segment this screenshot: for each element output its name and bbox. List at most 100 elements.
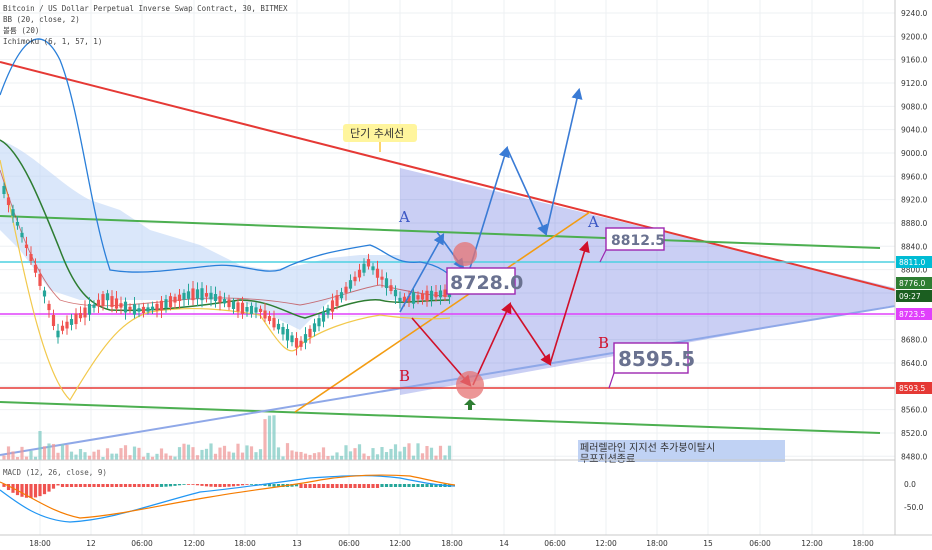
volume-bar (92, 451, 96, 460)
volume-bar (335, 452, 339, 460)
volume-bar (240, 452, 245, 460)
volume-bar (281, 456, 285, 460)
candle-body (384, 278, 389, 289)
candle-body (168, 296, 173, 308)
candle-body (195, 289, 200, 299)
candle-body (74, 313, 78, 325)
macd-histogram-bar (6, 484, 11, 491)
candle-body (24, 244, 29, 248)
volume-bar (101, 456, 105, 460)
volume-bar (321, 447, 326, 460)
volume-bar (290, 450, 294, 460)
price-axis-tags: 8811.0 8776.0 09:27 8723.5 8593.5 (896, 256, 932, 394)
macd-histogram-bar (87, 484, 92, 487)
label-a-left: A (398, 208, 410, 226)
candle-body (182, 292, 186, 300)
candle-body (402, 296, 407, 302)
macd-histogram-bar (236, 484, 240, 486)
volume-bar (263, 419, 267, 460)
time-axis[interactable] (0, 535, 932, 550)
macd-histogram-bar (150, 484, 155, 487)
volume-bar (56, 452, 60, 460)
candle-body (173, 296, 177, 303)
volume-bar (195, 455, 200, 460)
volume-bar (186, 444, 191, 460)
macd-histogram-bar (317, 484, 321, 488)
note-line-1: 페러렐라인 지지선 추가붕이탈시 (580, 441, 715, 454)
macd-histogram-bar (245, 484, 249, 485)
candle-body (267, 316, 272, 322)
volume-bar (60, 444, 65, 460)
macd-histogram-bar (60, 484, 65, 487)
candle-body (393, 289, 398, 297)
candle-body (371, 266, 375, 271)
candlesticks (2, 182, 452, 356)
candle-body (263, 310, 267, 319)
red-scenario-arrow-1 (411, 317, 472, 387)
macd-histogram-bar (101, 484, 105, 487)
price-tick-label: 8480.0 (901, 452, 927, 461)
time-tick-label: 18:00 (852, 539, 874, 548)
macd-histogram-bar (29, 484, 33, 498)
ichimoku-cloud (0, 140, 400, 330)
candle-body (312, 323, 317, 332)
macd-pane (0, 460, 895, 535)
candle-body (83, 307, 87, 318)
volume-bar (258, 449, 263, 460)
volume-bar (312, 453, 317, 460)
indicator-ichimoku-label: Ichimoku (6, 1, 57, 1) (3, 37, 102, 46)
price-tag-label: 8723.5 (899, 310, 925, 319)
macd-histogram-bar (312, 484, 317, 488)
volume-bar (308, 454, 312, 460)
macd-histogram-bar (105, 484, 110, 487)
candle-body (249, 305, 254, 314)
candle-body (164, 299, 168, 308)
volume-bar (15, 456, 20, 460)
candle-body (11, 209, 15, 216)
chart-title: Bitcoin / US Dollar Perpetual Inverse Sw… (3, 4, 288, 13)
candle-body (155, 303, 159, 311)
candle-body (29, 254, 33, 261)
price-tick-label: 8800.0 (901, 266, 927, 275)
volume-bar (299, 451, 303, 460)
macd-histogram-bar (299, 484, 303, 488)
volume-bar (200, 449, 204, 460)
volume-bar (155, 453, 159, 460)
blue-scenario-arrow-1 (399, 233, 445, 313)
macd-histogram-bar (402, 484, 407, 487)
macd-histogram-bar (218, 484, 222, 487)
time-tick-label: 06:00 (338, 539, 360, 548)
macd-histogram-bar (177, 484, 182, 486)
time-tick-label: 12:00 (595, 539, 617, 548)
time-tick-label: 18:00 (441, 539, 463, 548)
time-tick-label: 13 (292, 539, 302, 548)
volume-bar (366, 456, 371, 460)
macd-histogram-bar (173, 484, 177, 486)
candle-body (191, 288, 195, 301)
volume-bar (389, 448, 393, 460)
candle-body (150, 306, 155, 311)
volume-bar (249, 446, 254, 460)
macd-histogram-bar (276, 484, 281, 487)
lower-target-circle (456, 371, 484, 399)
macd-histogram-bar (330, 484, 335, 488)
macd-histogram-bar (33, 484, 38, 498)
macd-histogram-bar (15, 484, 20, 496)
candle-body (87, 303, 92, 315)
macd-histogram-bar (240, 484, 245, 486)
trendline-label: 단기 추세선 (350, 127, 404, 140)
candle-body (38, 274, 42, 286)
label-b-left: B (399, 367, 410, 385)
volume-bar (276, 447, 281, 460)
candle-body (375, 268, 380, 278)
volume-bar (173, 456, 177, 460)
macd-histogram-bar (222, 484, 227, 487)
macd-histogram-bar (335, 484, 339, 488)
volume-bar (222, 445, 227, 460)
macd-histogram-bar (200, 484, 204, 486)
macd-histogram-bar (132, 484, 137, 487)
macd-histogram-bar (357, 484, 362, 488)
time-tick-label: 06:00 (749, 539, 771, 548)
volume-bar (96, 449, 101, 460)
